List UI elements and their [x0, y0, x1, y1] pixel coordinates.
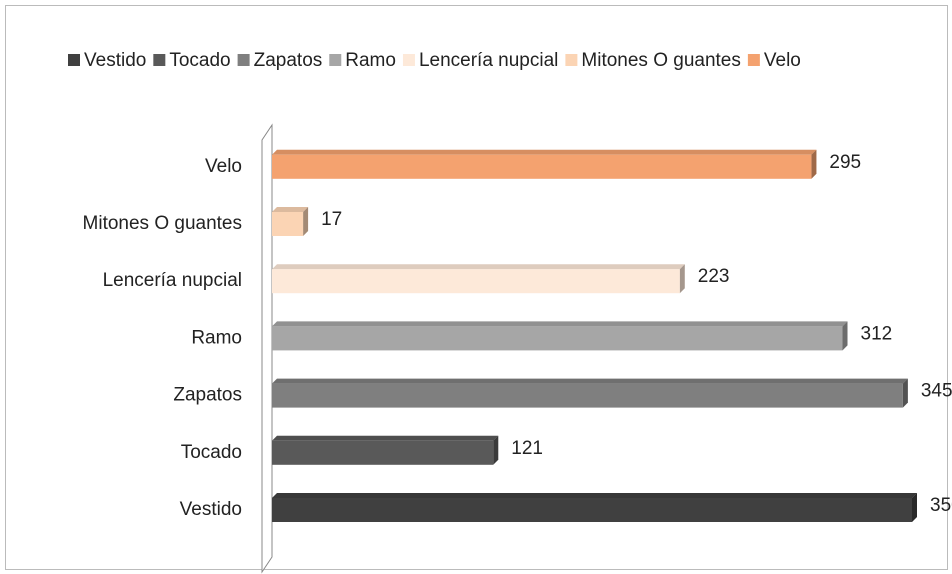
bar-top-shade — [272, 378, 908, 384]
y-tick-label: Mitones O guantes — [83, 213, 242, 234]
legend-label: Velo — [764, 50, 801, 71]
legend-label: Vestido — [84, 50, 146, 71]
bar-side-shade — [842, 321, 848, 351]
y-tick-label: Vestido — [180, 499, 242, 520]
bar-side-shade — [902, 378, 908, 408]
legend-label: Lencería nupcial — [419, 50, 558, 71]
bar — [272, 326, 843, 351]
bar-top-shade — [272, 264, 685, 270]
bar-top — [272, 264, 685, 270]
bar-top-shade — [272, 149, 817, 155]
bar-side-shade — [303, 207, 309, 236]
y-tick-label: Ramo — [191, 327, 242, 348]
bar-side — [493, 435, 499, 465]
y-tick-label: Velo — [205, 156, 242, 177]
legend-label: Ramo — [345, 50, 396, 71]
y-tick-label: Tocado — [181, 442, 242, 463]
legend-swatch — [565, 54, 578, 66]
bar-top — [272, 207, 309, 212]
bar-top — [272, 435, 499, 441]
bar-side-shade — [493, 435, 499, 465]
back-wall — [261, 123, 273, 574]
bar — [272, 440, 494, 465]
bar-side-shade — [811, 149, 817, 179]
y-tick-label: Zapatos — [173, 385, 242, 406]
legend-swatch — [68, 54, 80, 66]
bar-top — [272, 378, 908, 384]
bar-side — [679, 264, 685, 294]
bar-top — [272, 321, 848, 327]
value-label: 295 — [829, 152, 861, 173]
legend-label: Zapatos — [254, 50, 323, 71]
bar-top-shade — [272, 321, 848, 327]
legend-swatch — [747, 54, 760, 66]
bar — [272, 212, 304, 236]
bar-side-shade — [679, 264, 685, 294]
legend-swatch — [402, 54, 415, 66]
bar — [272, 269, 680, 294]
bar — [272, 383, 903, 408]
value-label: 312 — [861, 323, 893, 344]
bar — [272, 154, 812, 179]
value-label: 223 — [698, 266, 730, 287]
legend-label: Mitones O guantes — [581, 50, 740, 71]
bar-top-shade — [272, 207, 309, 212]
value-label: 350 — [930, 495, 952, 516]
legend-swatch — [237, 54, 250, 66]
bar-top — [272, 493, 917, 498]
bar — [272, 498, 912, 522]
bar-side-shade — [912, 493, 917, 522]
value-label: 345 — [921, 381, 952, 402]
bar-side — [811, 149, 817, 179]
legend-label: Tocado — [169, 50, 230, 71]
y-tick-label: Lencería nupcial — [103, 270, 242, 291]
value-label: 121 — [511, 438, 543, 459]
bar-top-shade — [272, 493, 917, 498]
bar-top — [272, 149, 817, 155]
bar-side — [842, 321, 848, 351]
bar-side — [902, 378, 908, 408]
value-label: 17 — [321, 209, 342, 230]
bar-side — [912, 493, 917, 522]
legend-swatch — [153, 54, 166, 66]
legend-swatch — [329, 54, 342, 66]
bar-top-shade — [272, 435, 499, 441]
bar-side — [303, 207, 309, 236]
